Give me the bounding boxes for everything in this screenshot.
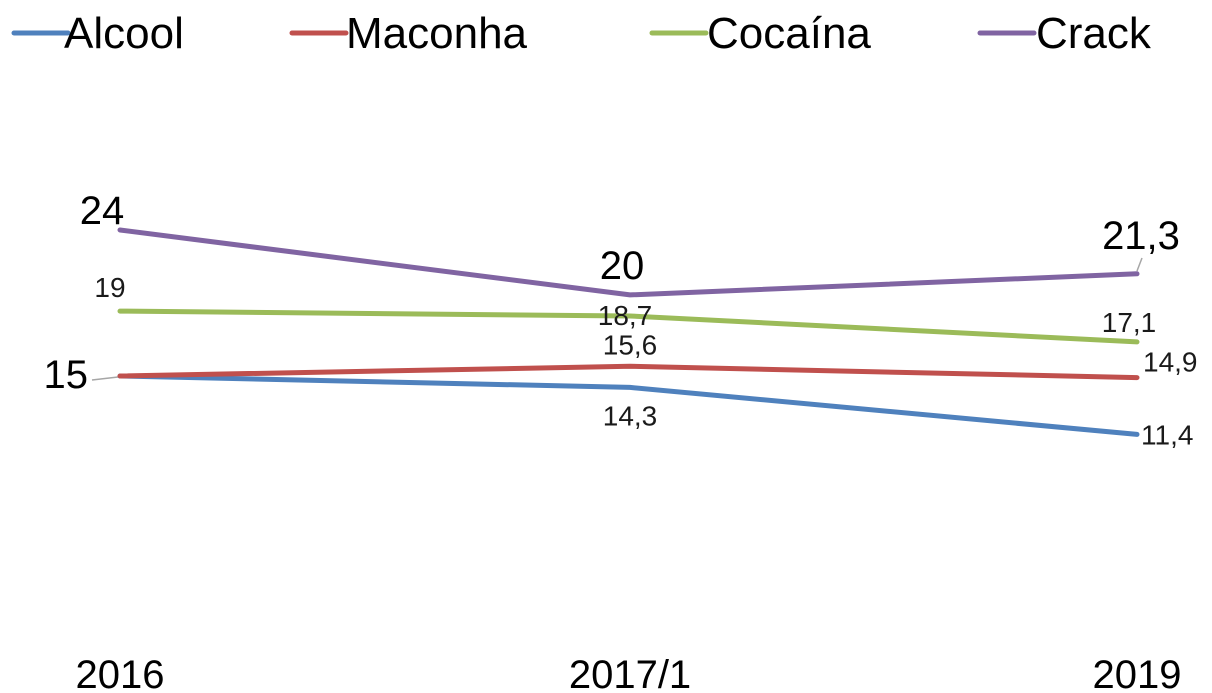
data-label-crack: 20 xyxy=(600,244,645,288)
legend-item-maconha: Maconha xyxy=(289,9,528,58)
series-line-alcool xyxy=(117,373,1140,437)
data-label-alcool: 11,4 xyxy=(1141,419,1193,450)
leader-line xyxy=(91,376,119,381)
data-label-alcool: 14,3 xyxy=(603,400,658,431)
legend-label: Cocaína xyxy=(707,9,871,58)
x-tick-label: 2019 xyxy=(1093,653,1182,693)
series-line-maconha xyxy=(117,363,1140,381)
legend-item-crack: Crack xyxy=(977,9,1152,58)
leader-lines xyxy=(91,257,1143,381)
data-label-cocaina: 18,7 xyxy=(598,300,653,331)
x-axis: 2016 2017/1 2019 xyxy=(76,653,1182,693)
data-label-crack: 21,3 xyxy=(1102,214,1180,258)
x-tick-label: 2016 xyxy=(76,653,165,693)
legend-label: Crack xyxy=(1036,9,1152,58)
x-tick-label: 2017/1 xyxy=(569,653,691,693)
data-label-alcool: 15 xyxy=(44,353,89,397)
data-label-cocaina: 17,1 xyxy=(1102,307,1157,338)
series-line-crack xyxy=(117,227,1140,298)
data-label-maconha: 14,9 xyxy=(1143,347,1198,378)
legend: Alcool Maconha Cocaína Crack xyxy=(11,9,1152,58)
legend-label: Alcool xyxy=(64,9,184,58)
legend-item-cocaina: Cocaína xyxy=(649,9,871,58)
data-label-maconha: 15,6 xyxy=(603,329,658,360)
data-label-cocaina: 19 xyxy=(94,272,125,303)
data-labels: 15 14,3 11,4 15,6 14,9 19 18,7 17,1 24 20 21,3 xyxy=(44,189,1198,450)
data-label-crack: 24 xyxy=(80,189,125,233)
legend-label: Maconha xyxy=(346,9,528,58)
series-line-cocaina xyxy=(117,308,1140,345)
series-lines xyxy=(117,227,1140,437)
leader-line xyxy=(1136,257,1143,272)
legend-item-alcool: Alcool xyxy=(11,9,184,58)
